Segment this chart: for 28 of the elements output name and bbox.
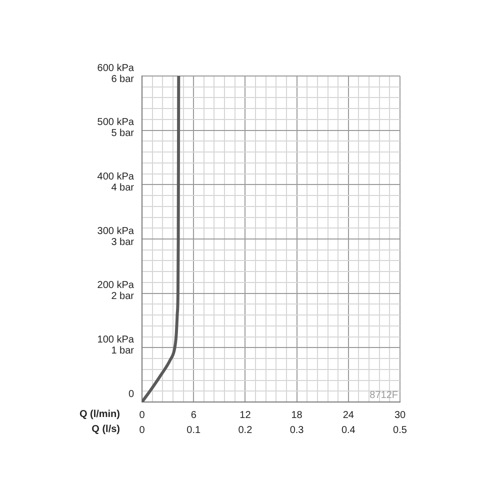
y-tick-label: 200 kPa xyxy=(97,280,134,292)
x2-tick-label: 0.1 xyxy=(186,424,201,436)
y-tick-label: 300 kPa xyxy=(97,226,134,237)
y2-tick-label: 4 bar xyxy=(111,182,135,194)
x2-tick-label: 0 xyxy=(139,424,146,436)
x-tick-label: 24 xyxy=(342,410,354,421)
x-axis-title: Q (l/min) xyxy=(79,408,120,420)
x2-tick-label: 0.5 xyxy=(393,424,408,436)
x-tick-label: 12 xyxy=(240,410,252,421)
y2-tick-label: 2 bar xyxy=(111,291,135,302)
x-tick-label: 0 xyxy=(139,410,146,421)
annotation: 8712F xyxy=(370,390,398,401)
x2-tick-label: 0.4 xyxy=(341,424,356,436)
x2-axis-title: Q (l/s) xyxy=(92,424,120,435)
x2-tick-label: 0.2 xyxy=(238,424,253,436)
y2-tick-label: 6 bar xyxy=(111,74,135,85)
y2-tick-label: 3 bar xyxy=(111,236,135,248)
y-tick-label: 0 xyxy=(128,388,134,400)
x2-tick-label: 0.3 xyxy=(290,424,304,436)
x-tick-label: 30 xyxy=(394,410,406,421)
y-tick-label: 400 kPa xyxy=(97,171,134,182)
y-tick-label: 600 kPa xyxy=(97,62,134,74)
x-tick-label: 6 xyxy=(190,410,197,421)
y-tick-label: 100 kPa xyxy=(97,334,134,346)
y-tick-label: 500 kPa xyxy=(97,117,134,128)
y2-tick-label: 5 bar xyxy=(111,128,135,140)
x-tick-label: 18 xyxy=(291,410,303,421)
y2-tick-label: 1 bar xyxy=(111,345,135,356)
